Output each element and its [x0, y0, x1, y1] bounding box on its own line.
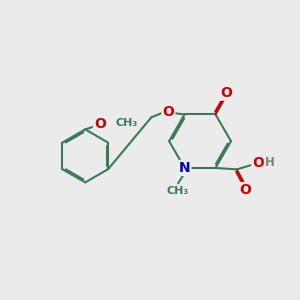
Text: N: N	[179, 161, 190, 175]
Text: CH₃: CH₃	[167, 186, 189, 196]
Text: O: O	[163, 105, 174, 119]
Text: H: H	[265, 156, 274, 170]
Text: O: O	[94, 117, 106, 131]
Text: CH₃: CH₃	[115, 118, 137, 128]
Text: O: O	[252, 156, 264, 170]
Text: O: O	[220, 85, 232, 100]
Text: O: O	[240, 183, 251, 197]
